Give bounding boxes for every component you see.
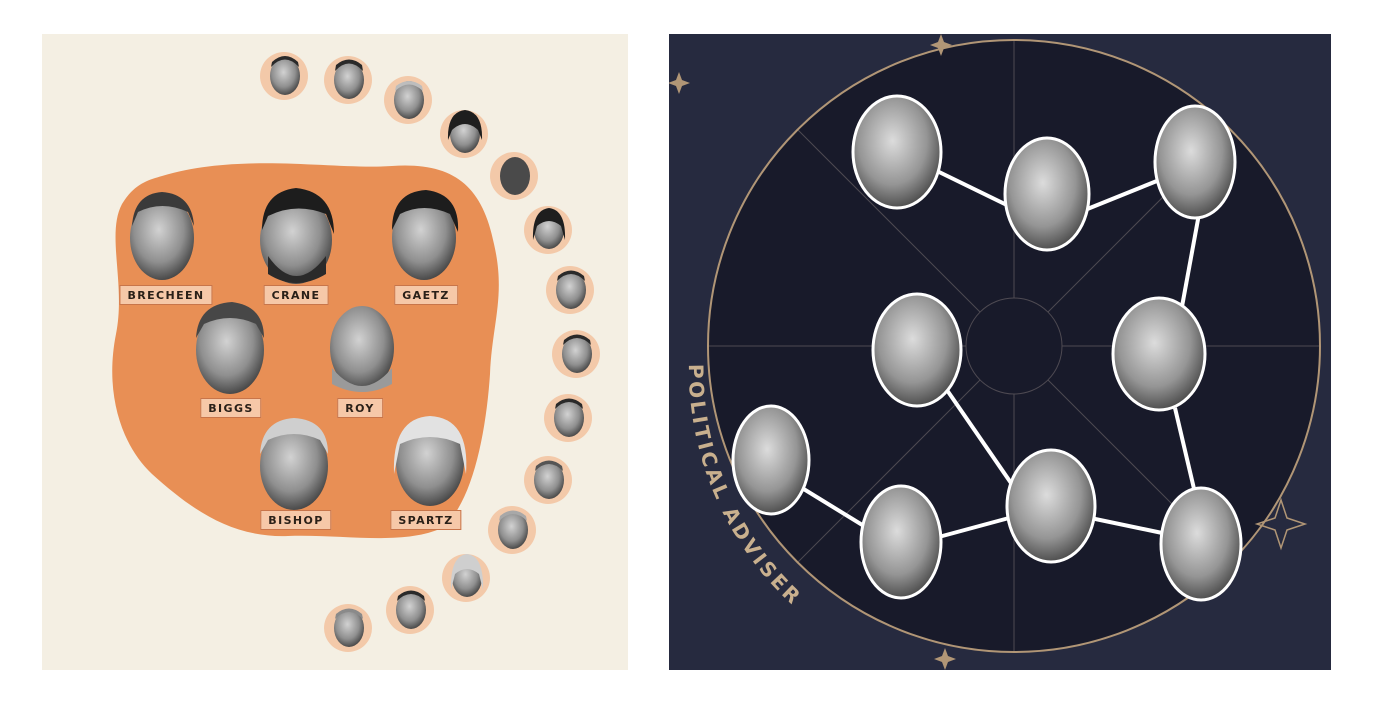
face-spartz bbox=[393, 416, 467, 506]
wheel-hub bbox=[965, 297, 1063, 395]
small-face bbox=[552, 330, 600, 378]
adviser-face bbox=[1003, 136, 1091, 252]
member-faces bbox=[130, 188, 467, 510]
small-face bbox=[524, 456, 572, 504]
adviser-face bbox=[1153, 104, 1237, 220]
face-crane bbox=[260, 188, 334, 284]
sparkles bbox=[669, 34, 1308, 670]
caucus-cluster-panel: BRECHEEN CRANE GAETZ BIGGS ROY BISHOP SP… bbox=[42, 34, 628, 670]
face-brecheen bbox=[130, 192, 194, 280]
arc-faces bbox=[260, 52, 600, 652]
adviser-face bbox=[871, 292, 963, 408]
adviser-face bbox=[859, 484, 943, 600]
adviser-face bbox=[1159, 486, 1243, 602]
small-face bbox=[546, 266, 594, 314]
adviser-face bbox=[731, 404, 811, 516]
small-face bbox=[260, 52, 308, 100]
small-face bbox=[440, 110, 488, 158]
small-face bbox=[544, 394, 592, 442]
caucus-cluster-graphic bbox=[42, 34, 628, 670]
small-face bbox=[490, 152, 538, 200]
small-face bbox=[386, 586, 434, 634]
adviser-network-panel: POLITICAL ADVISER bbox=[669, 34, 1331, 670]
label-gaetz: GAETZ bbox=[394, 285, 458, 305]
adviser-face bbox=[1111, 296, 1207, 412]
small-face bbox=[442, 554, 490, 602]
label-crane: CRANE bbox=[263, 285, 329, 305]
face-bishop bbox=[260, 418, 328, 510]
adviser-network-graphic: POLITICAL ADVISER bbox=[669, 34, 1331, 670]
small-face bbox=[488, 506, 536, 554]
label-roy: ROY bbox=[337, 398, 383, 418]
face-biggs bbox=[196, 302, 264, 394]
label-biggs: BIGGS bbox=[200, 398, 262, 418]
small-face bbox=[384, 76, 432, 124]
label-bishop: BISHOP bbox=[260, 510, 332, 530]
small-face bbox=[324, 56, 372, 104]
wheel-rim bbox=[707, 39, 1321, 653]
small-face bbox=[524, 206, 572, 254]
face-roy bbox=[330, 306, 394, 392]
face-gaetz bbox=[392, 190, 459, 280]
label-spartz: SPARTZ bbox=[390, 510, 462, 530]
label-brecheen: BRECHEEN bbox=[119, 285, 213, 305]
small-face bbox=[324, 604, 372, 652]
adviser-face bbox=[851, 94, 943, 210]
adviser-face bbox=[1005, 448, 1097, 564]
adviser-faces bbox=[731, 94, 1243, 602]
